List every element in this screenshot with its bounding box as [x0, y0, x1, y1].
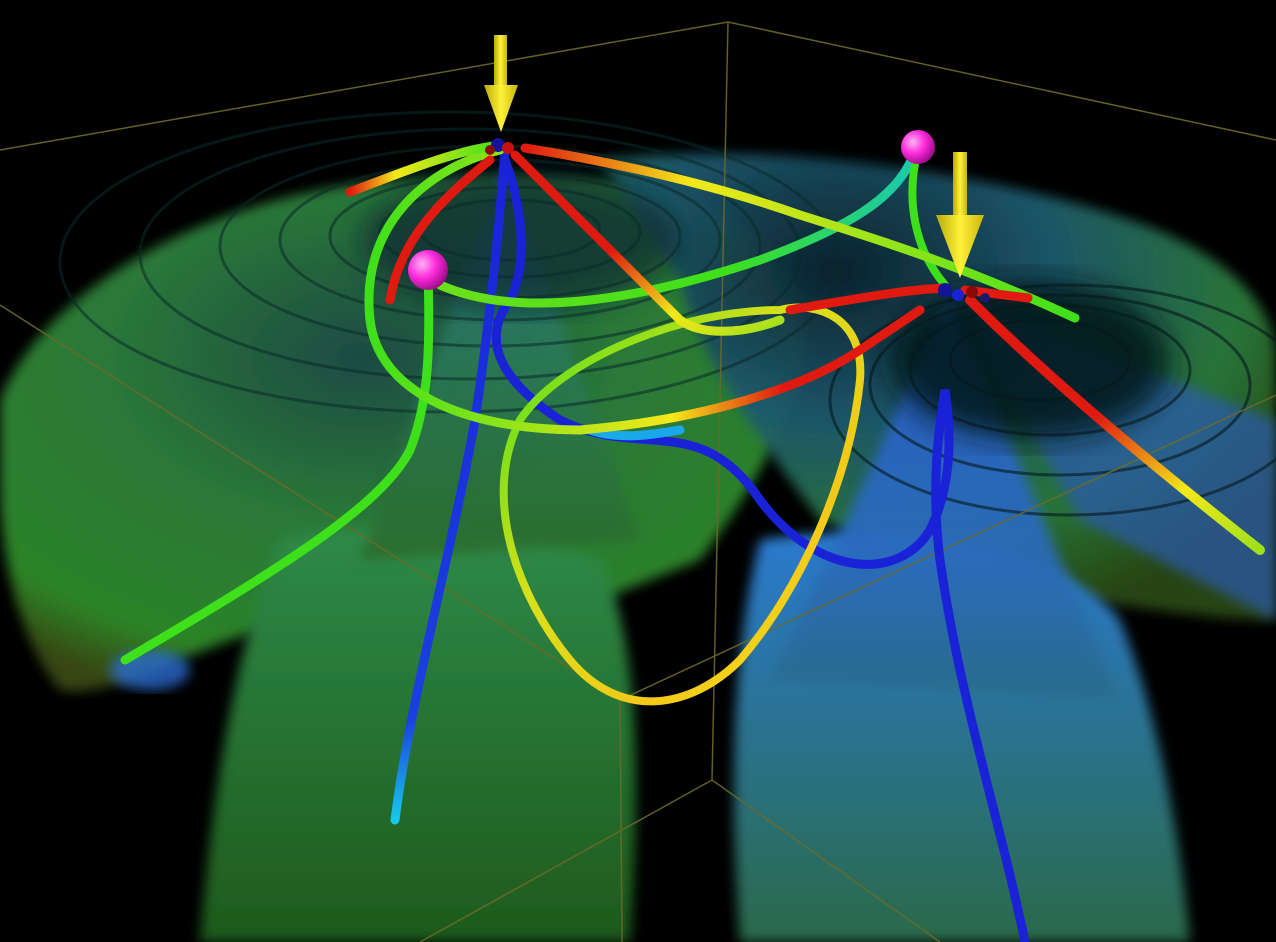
- left-spoke-right: [520, 143, 1080, 323]
- critical-point-left: [485, 138, 514, 155]
- left-edge-blue-patch: [110, 650, 190, 690]
- left-volume-dome: [0, 176, 804, 692]
- green-red-streamline-lower: [364, 145, 925, 435]
- down-arrow-right: [936, 152, 984, 278]
- green-streamline-left: [120, 267, 434, 665]
- left-spoke-lower-left: [385, 155, 495, 305]
- blue-streamline-winding: [491, 155, 1030, 942]
- yellow-loop-streamline: [499, 303, 865, 706]
- green-streamline-right-drop: [908, 146, 949, 289]
- bounding-box: [0, 21, 1276, 942]
- seed-markers: [408, 130, 935, 290]
- seed-sphere-left: [408, 250, 448, 290]
- green-streamline-arc: [435, 145, 920, 308]
- down-arrow-left: [484, 35, 518, 132]
- critical-point-right: [938, 283, 990, 303]
- volume-field: [0, 110, 1276, 942]
- left-volume-column: [200, 526, 636, 942]
- left-spoke-lower-right: [510, 150, 785, 336]
- right-spoke-lower-right: [965, 295, 1265, 555]
- blue-streamline-left: [390, 145, 510, 825]
- streamline-tubes: [120, 140, 1265, 942]
- right-spoke-upper-left: [785, 283, 950, 315]
- arrow-markers: [484, 35, 984, 278]
- seed-sphere-right: [901, 130, 935, 164]
